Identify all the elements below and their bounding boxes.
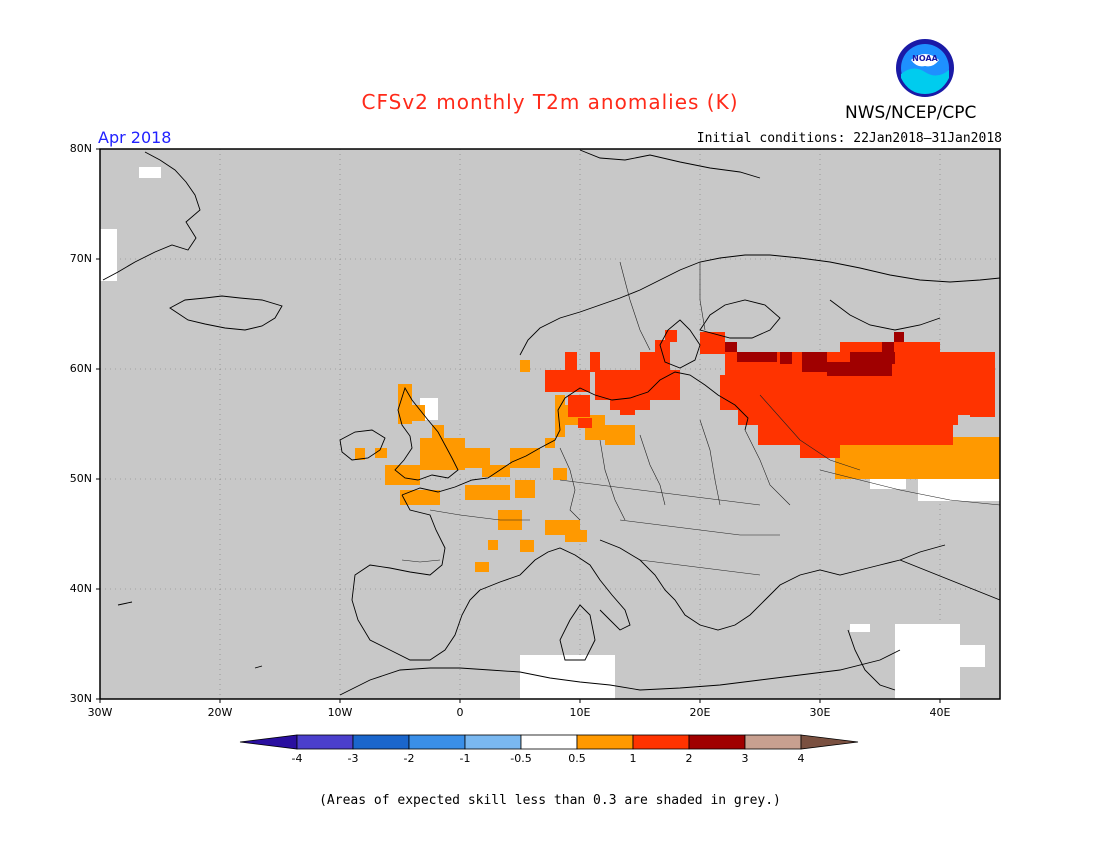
svg-text:NOAA: NOAA bbox=[912, 54, 938, 63]
lon-label: 30E bbox=[809, 706, 831, 719]
colorbar-label: 3 bbox=[741, 752, 749, 765]
colorbar-label: 2 bbox=[685, 752, 693, 765]
organization-label: NWS/NCEP/CPC bbox=[845, 103, 977, 123]
coastlines bbox=[102, 149, 1001, 696]
colorbar-swatch bbox=[632, 734, 690, 750]
colorbar-label: -1 bbox=[459, 752, 471, 765]
lat-label: 80N bbox=[69, 142, 92, 155]
national-borders bbox=[401, 261, 1001, 576]
colorbar-swatch bbox=[688, 734, 746, 750]
noaa-logo-icon: NOAA bbox=[896, 39, 954, 97]
colorbar-swatch bbox=[800, 734, 859, 750]
lat-label: 50N bbox=[69, 472, 92, 485]
map-title: CFSv2 monthly T2m anomalies (K) bbox=[361, 90, 739, 114]
anomaly-orange-cells bbox=[355, 360, 1000, 572]
colorbar-label: 4 bbox=[797, 752, 805, 765]
colorbar-swatch bbox=[464, 734, 522, 750]
skill-note: (Areas of expected skill less than 0.3 a… bbox=[319, 793, 781, 808]
colorbar-label: 1 bbox=[629, 752, 637, 765]
colorbar-swatch bbox=[296, 734, 354, 750]
colorbar-label: -3 bbox=[347, 752, 359, 765]
lon-label: 30W bbox=[87, 706, 113, 719]
colorbar-swatch bbox=[520, 734, 578, 750]
colorbar-swatch bbox=[239, 734, 298, 750]
forecast-month: Apr 2018 bbox=[98, 128, 172, 147]
map-frame bbox=[99, 148, 1001, 700]
colorbar-swatch bbox=[744, 734, 802, 750]
colorbar-label: -4 bbox=[291, 752, 303, 765]
colorbar-label: -2 bbox=[403, 752, 415, 765]
colorbar-label: -0.5 bbox=[510, 752, 532, 765]
colorbar-label: 0.5 bbox=[568, 752, 586, 765]
anomaly-darkred-cells bbox=[725, 332, 904, 376]
lon-label: 40E bbox=[929, 706, 951, 719]
lon-label: 0 bbox=[456, 706, 464, 719]
lat-label: 40N bbox=[69, 582, 92, 595]
colorbar-swatch bbox=[352, 734, 410, 750]
map-ticks bbox=[96, 148, 941, 703]
lon-label: 10E bbox=[569, 706, 591, 719]
lat-label: 70N bbox=[69, 252, 92, 265]
lon-label: 20E bbox=[689, 706, 711, 719]
initial-conditions: Initial conditions: 22Jan2018–31Jan2018 bbox=[696, 131, 1002, 146]
lat-label: 30N bbox=[69, 692, 92, 705]
lon-label: 20W bbox=[207, 706, 233, 719]
lon-label: 10W bbox=[327, 706, 353, 719]
colorbar-swatch bbox=[576, 734, 634, 750]
colorbar bbox=[239, 734, 859, 750]
anomaly-near-zero-cells bbox=[100, 167, 1000, 699]
colorbar-swatch bbox=[408, 734, 466, 750]
lat-label: 60N bbox=[69, 362, 92, 375]
